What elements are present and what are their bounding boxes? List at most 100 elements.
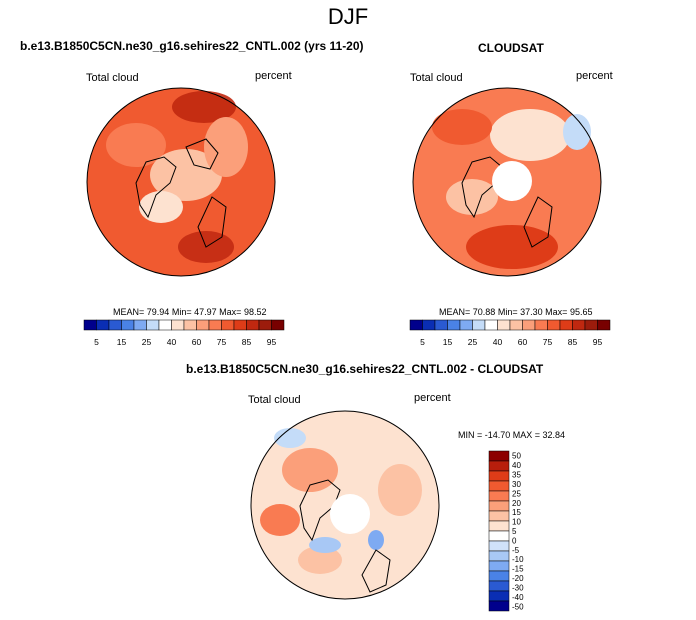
panel2-region-high	[432, 109, 492, 145]
panel2-colorbar-box	[409, 319, 423, 331]
panel2-colorbar-box	[497, 319, 511, 331]
panel3-colorbar-tick-label: 35	[512, 471, 521, 480]
panel3-colorbar-tick-label: 50	[512, 452, 521, 461]
panel3-colorbar-tick-label: -20	[512, 574, 524, 583]
panel1-colorbar-box	[83, 319, 97, 331]
panel3-colorbar-tick-label: 25	[512, 489, 521, 498]
panel3-polar-map	[250, 410, 440, 600]
panel3-colorbar-tick-label: -10	[512, 555, 524, 564]
panel2-max-value: 95.65	[569, 307, 593, 317]
panel3-units-label: percent	[414, 392, 451, 404]
panel3-stats: MIN = -14.70 MAX = 32.84	[458, 430, 566, 440]
panel1-colorbar-box	[258, 319, 272, 331]
panel1-mean-label: MEAN=	[113, 307, 145, 317]
panel1-coastline2	[185, 138, 227, 248]
panel2-mean-label: MEAN=	[439, 307, 471, 317]
panel1-region-high	[172, 91, 236, 123]
panel3-colorbar-box	[488, 520, 510, 532]
panel1-colorbar-box	[133, 319, 147, 331]
panel2-region-low	[446, 179, 498, 215]
panel1-min-label: Min=	[171, 307, 192, 317]
panel2-colorbar-tick-label: 40	[493, 337, 503, 347]
panel2-stats: MEAN= 70.88 Min= 37.30 Max= 95.65	[439, 307, 592, 317]
panel3-colorbar-tick-label: -30	[512, 583, 524, 592]
panel2-region-light	[490, 109, 570, 161]
panel1-colorbar-tick-label: 75	[217, 337, 227, 347]
panel1-variable-label: Total cloud	[86, 72, 139, 84]
panel2-max-label: Max=	[545, 307, 568, 317]
panel3-title: b.e13.B1850C5CN.ne30_g16.sehires22_CNTL.…	[186, 362, 544, 376]
panel3-colorbar-box	[488, 530, 510, 542]
panel2-min-value: 37.30	[520, 307, 543, 317]
panel1-mean-value: 79.94	[146, 307, 170, 317]
panel2-colorbar-box	[434, 319, 448, 331]
panel2-colorbar-tick-label: 5	[420, 337, 425, 347]
panel2-colorbar-box	[484, 319, 498, 331]
panel3-region-neg2	[368, 530, 384, 550]
panel3-coastline	[299, 479, 341, 542]
panel2-region-high2	[466, 225, 558, 269]
panel1-polar-map	[86, 87, 276, 277]
panel3-colorbar-tick-label: 0	[512, 536, 517, 545]
panel3-region-blue	[274, 428, 306, 448]
panel3-colorbar-box	[488, 460, 510, 472]
panel1-max-label: Max=	[219, 307, 242, 317]
panel3-colorbar-tick-label: -15	[512, 565, 524, 574]
panel2-colorbar-tick-label: 60	[518, 337, 528, 347]
panel1-colorbar-tick-label: 25	[142, 337, 152, 347]
panel3-colorbar-tick-label: -40	[512, 593, 524, 602]
panel3-colorbar-box	[488, 480, 510, 492]
panel2-map-border	[412, 87, 602, 277]
panel1-colorbar-box	[158, 319, 172, 331]
panel3-colorbar-box	[488, 540, 510, 552]
panel1-region-light	[139, 191, 183, 223]
panel3-colorbar-box	[488, 590, 510, 602]
panel3-colorbar-tick-label: 5	[512, 527, 517, 536]
panel2-coastline2	[523, 196, 553, 248]
panel3-colorbar-tick-label: -5	[512, 546, 520, 555]
panel3-colorbar-box	[488, 500, 510, 512]
panel2-colorbar-box	[534, 319, 548, 331]
panel3-region-pos4	[378, 464, 422, 516]
panel3-missing-pole	[330, 494, 370, 534]
panel3-region-neg	[309, 537, 341, 553]
panel3-colorbar-box	[488, 550, 510, 562]
panel1-stats: MEAN= 79.94 Min= 47.97 Max= 98.52	[113, 307, 266, 317]
panel2-colorbar-box	[422, 319, 436, 331]
panel1-colorbar-box	[183, 319, 197, 331]
panel1-colorbar-box	[271, 319, 285, 331]
panel2-colorbar-box	[572, 319, 586, 331]
panel3-colorbar-box	[488, 510, 510, 522]
panel3-coastline2	[361, 549, 391, 593]
panel2-colorbar-box	[597, 319, 611, 331]
panel3-variable-label: Total cloud	[248, 394, 301, 406]
panel3-colorbar-box	[488, 560, 510, 572]
panel1-colorbar-box	[233, 319, 247, 331]
panel2-region-blue	[563, 114, 591, 150]
panel2-colorbar-box	[547, 319, 561, 331]
panel1-map-border	[86, 87, 276, 277]
panel2-colorbar-box	[522, 319, 536, 331]
panel1-colorbar-box	[146, 319, 160, 331]
panel1-colorbar-tick-label: 95	[267, 337, 277, 347]
panel1-colorbar-tick-label: 85	[242, 337, 252, 347]
figure-season-title: DJF	[327, 4, 369, 29]
panel1-max-value: 98.52	[243, 307, 267, 317]
panel2-colorbar-tick-label: 95	[593, 337, 603, 347]
panel2-colorbar-tick-label: 75	[543, 337, 553, 347]
panel2-min-label: Min=	[497, 307, 518, 317]
panel1-units-label: percent	[255, 70, 292, 82]
panel2-missing-pole	[492, 161, 532, 201]
panel3-region-pos3	[298, 546, 342, 574]
panel1-region-mid2	[204, 117, 248, 177]
panel3-colorbar-tick-label: 40	[512, 461, 521, 470]
panel1-colorbar-tick-label: 40	[167, 337, 177, 347]
panel1-region-mid	[106, 123, 166, 167]
panel3-colorbar-box	[488, 470, 510, 482]
panel1-colorbar-tick-label: 15	[117, 337, 127, 347]
panel2-coastline	[461, 156, 503, 219]
panel2-colorbar-box	[584, 319, 598, 331]
panel3-region-pos2	[260, 504, 300, 536]
panel3-colorbar-box	[488, 570, 510, 582]
